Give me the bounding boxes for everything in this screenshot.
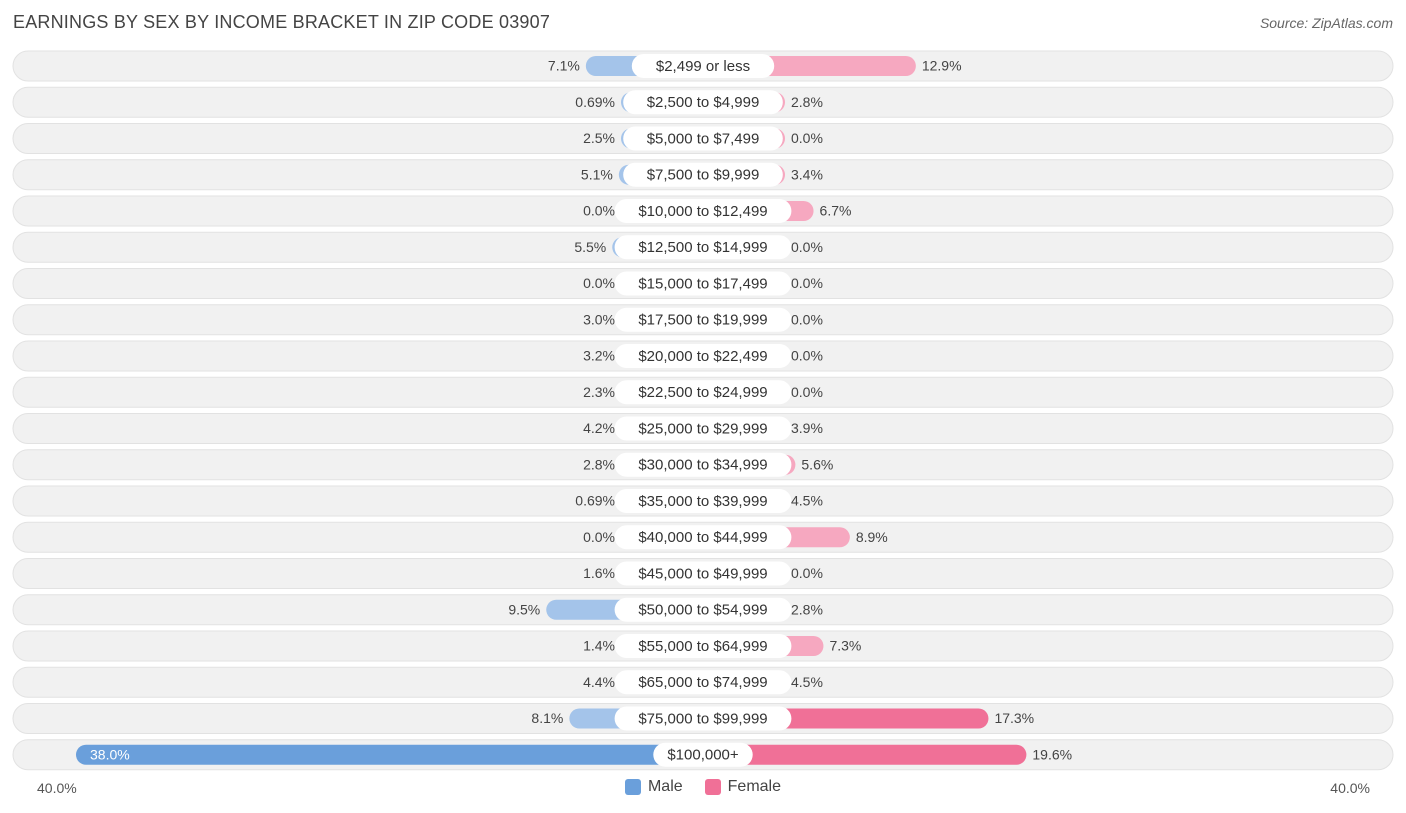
female-value-label: 0.0% bbox=[791, 275, 823, 291]
male-value-label: 9.5% bbox=[508, 601, 540, 617]
category-label: $75,000 to $99,999 bbox=[638, 710, 767, 727]
female-value-label: 17.3% bbox=[994, 710, 1034, 726]
category-label-bg bbox=[614, 235, 792, 260]
legend: Male Female bbox=[0, 778, 1406, 796]
male-value-label: 3.2% bbox=[583, 348, 615, 364]
category-label-bg bbox=[614, 634, 792, 658]
category-label: $15,000 to $17,499 bbox=[638, 275, 767, 292]
category-label-bg bbox=[614, 670, 792, 695]
female-value-label: 4.5% bbox=[791, 674, 823, 690]
category-label: $55,000 to $64,999 bbox=[638, 638, 767, 655]
category-label-bg bbox=[653, 742, 753, 767]
female-value-label: 8.9% bbox=[856, 529, 888, 545]
source-credit: Source: ZipAtlas.com bbox=[1259, 15, 1393, 31]
category-label-bg bbox=[614, 706, 792, 731]
male-value-label: 38.0% bbox=[90, 746, 130, 762]
legend-male-label: Male bbox=[647, 778, 683, 795]
category-label: $35,000 to $39,999 bbox=[638, 493, 767, 510]
female-value-label: 0.0% bbox=[791, 565, 823, 581]
category-label-bg bbox=[614, 344, 792, 368]
category-label-bg bbox=[614, 271, 792, 296]
male-value-label: 2.5% bbox=[583, 130, 615, 146]
axis-right-label: 40.0% bbox=[1330, 780, 1370, 796]
male-value-label: 0.0% bbox=[583, 529, 615, 545]
female-swatch bbox=[704, 779, 721, 795]
female-value-label: 6.7% bbox=[820, 203, 852, 219]
male-value-label: 0.69% bbox=[575, 493, 615, 509]
category-label-bg bbox=[614, 452, 792, 477]
male-value-label: 4.2% bbox=[583, 420, 615, 436]
female-value-label: 3.9% bbox=[791, 420, 823, 436]
category-label: $100,000+ bbox=[667, 747, 739, 764]
male-value-label: 7.1% bbox=[548, 58, 580, 74]
male-value-label: 4.4% bbox=[583, 674, 615, 690]
category-label: $50,000 to $54,999 bbox=[638, 602, 767, 619]
female-value-label: 0.0% bbox=[791, 384, 823, 400]
category-label: $45,000 to $49,999 bbox=[638, 565, 767, 582]
category-label: $25,000 to $29,999 bbox=[638, 420, 767, 437]
category-label: $30,000 to $34,999 bbox=[638, 457, 767, 474]
female-bar bbox=[703, 744, 1027, 765]
male-value-label: 5.5% bbox=[574, 239, 606, 255]
category-label-bg bbox=[623, 162, 783, 187]
legend-item-male[interactable]: Male bbox=[624, 778, 683, 796]
category-label-bg bbox=[614, 416, 792, 441]
category-label: $10,000 to $12,499 bbox=[638, 203, 767, 220]
male-value-label: 3.0% bbox=[583, 311, 615, 327]
legend-female-label: Female bbox=[727, 778, 782, 795]
female-value-label: 19.6% bbox=[1032, 746, 1072, 762]
male-bar bbox=[76, 744, 703, 765]
category-label-bg bbox=[623, 126, 783, 151]
female-value-label: 3.4% bbox=[791, 166, 823, 182]
male-value-label: 2.8% bbox=[583, 456, 615, 472]
category-label-bg bbox=[631, 54, 775, 78]
category-label-bg bbox=[614, 489, 792, 513]
female-value-label: 2.8% bbox=[791, 94, 823, 110]
female-value-label: 4.5% bbox=[791, 493, 823, 509]
category-label: $65,000 to $74,999 bbox=[638, 674, 767, 691]
female-value-label: 0.0% bbox=[791, 239, 823, 255]
category-label: $40,000 to $44,999 bbox=[638, 529, 767, 546]
category-label: $2,500 to $4,999 bbox=[647, 94, 760, 111]
category-label-bg bbox=[614, 380, 792, 405]
male-value-label: 1.6% bbox=[583, 565, 615, 581]
female-value-label: 0.0% bbox=[791, 311, 823, 327]
male-swatch bbox=[624, 779, 641, 795]
category-label: $12,500 to $14,999 bbox=[638, 239, 767, 256]
female-value-label: 0.0% bbox=[791, 130, 823, 146]
male-value-label: 5.1% bbox=[581, 166, 613, 182]
male-value-label: 2.3% bbox=[583, 384, 615, 400]
female-value-label: 2.8% bbox=[791, 601, 823, 617]
male-value-label: 0.69% bbox=[575, 94, 615, 110]
category-label-bg bbox=[614, 525, 792, 550]
category-label-bg bbox=[614, 307, 792, 332]
axis-left-label: 40.0% bbox=[37, 780, 77, 796]
chart-title: EARNINGS BY SEX BY INCOME BRACKET IN ZIP… bbox=[13, 12, 551, 32]
male-value-label: 0.0% bbox=[583, 203, 615, 219]
male-value-label: 8.1% bbox=[531, 710, 563, 726]
category-label-bg bbox=[614, 561, 792, 586]
female-value-label: 5.6% bbox=[801, 456, 833, 472]
category-label: $2,499 or less bbox=[656, 58, 750, 75]
male-value-label: 1.4% bbox=[583, 638, 615, 654]
female-value-label: 12.9% bbox=[922, 58, 962, 74]
female-value-label: 7.3% bbox=[829, 638, 861, 654]
category-label: $20,000 to $22,499 bbox=[638, 348, 767, 365]
category-label: $17,500 to $19,999 bbox=[638, 312, 767, 329]
female-value-label: 0.0% bbox=[791, 348, 823, 364]
category-label-bg bbox=[614, 597, 792, 622]
category-label: $22,500 to $24,999 bbox=[638, 384, 767, 401]
legend-item-female[interactable]: Female bbox=[704, 778, 782, 796]
category-label: $5,000 to $7,499 bbox=[647, 130, 760, 147]
male-value-label: 0.0% bbox=[583, 275, 615, 291]
category-label-bg bbox=[623, 90, 783, 115]
category-label: $7,500 to $9,999 bbox=[647, 167, 760, 184]
category-label-bg bbox=[614, 199, 792, 223]
